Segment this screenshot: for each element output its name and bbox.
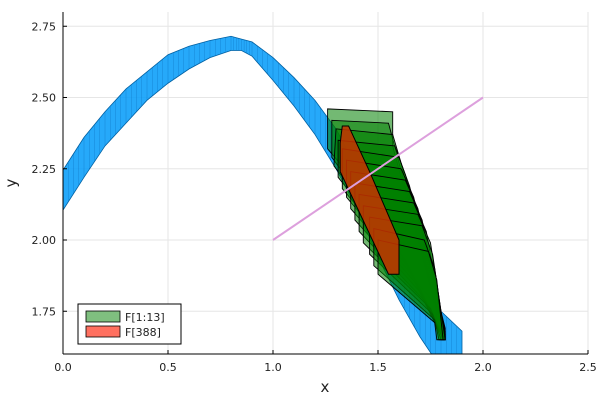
x-tick-label: 0.0 bbox=[54, 361, 72, 374]
x-tick-label: 1.5 bbox=[369, 361, 387, 374]
x-tick-label: 0.5 bbox=[159, 361, 177, 374]
y-axis-label: y bbox=[2, 178, 20, 187]
legend-label-green: F[1:13] bbox=[125, 311, 165, 324]
x-tick-label: 1.0 bbox=[264, 361, 282, 374]
plot-background bbox=[63, 12, 588, 354]
final-set-polygon bbox=[339, 125, 400, 275]
x-tick-label: 2.0 bbox=[474, 361, 492, 374]
legend: F[1:13] F[388] bbox=[77, 303, 182, 345]
y-tick-label: 2.75 bbox=[32, 20, 57, 33]
legend-swatch-green bbox=[85, 310, 121, 323]
plot-area bbox=[63, 35, 484, 354]
y-tick-label: 2.25 bbox=[32, 163, 57, 176]
ticks: 0.0 0.5 1.0 1.5 2.0 2.5 1.75 2.00 2.25 2.50 2.75 bbox=[32, 20, 597, 374]
guard-line bbox=[272, 96, 484, 241]
legend-swatch-red bbox=[85, 325, 121, 338]
y-tick-label: 2.00 bbox=[32, 234, 57, 247]
x-tick-label: 2.5 bbox=[579, 361, 597, 374]
x-axis-label: x bbox=[321, 378, 330, 396]
legend-label-red: F[388] bbox=[125, 326, 161, 339]
y-tick-label: 1.75 bbox=[32, 305, 57, 318]
y-tick-label: 2.50 bbox=[32, 92, 57, 105]
